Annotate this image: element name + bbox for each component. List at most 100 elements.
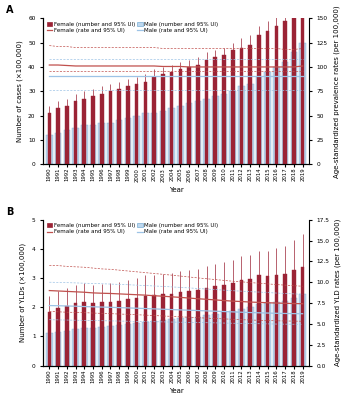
Bar [151, 113, 158, 164]
Bar [291, 52, 297, 164]
Bar [264, 304, 271, 366]
Bar [247, 307, 254, 366]
Bar [292, 11, 296, 164]
Bar [240, 280, 243, 366]
Bar [186, 318, 192, 366]
Bar [161, 294, 165, 366]
Bar [221, 312, 227, 366]
Bar [160, 320, 166, 366]
Bar [48, 113, 51, 164]
Bar [256, 77, 262, 164]
Bar [179, 292, 182, 366]
Bar [301, 1, 304, 164]
Bar [177, 318, 184, 366]
Bar [64, 330, 70, 366]
Bar [282, 62, 288, 164]
Bar [168, 320, 175, 366]
Bar [142, 113, 149, 164]
Bar [274, 275, 278, 366]
Bar [74, 304, 77, 366]
Bar [91, 304, 95, 366]
Text: B: B [6, 207, 14, 217]
Bar [90, 125, 96, 164]
Bar [222, 55, 226, 164]
X-axis label: Year: Year [169, 388, 183, 394]
Bar [196, 64, 200, 164]
Bar [291, 298, 297, 366]
Bar [187, 67, 191, 164]
Bar [273, 67, 280, 164]
Bar [205, 288, 208, 366]
Bar [107, 326, 114, 366]
Y-axis label: Number of cases (×100,000): Number of cases (×100,000) [16, 40, 23, 142]
Bar [179, 69, 182, 164]
Bar [125, 324, 131, 366]
Bar [264, 72, 271, 164]
Bar [116, 325, 122, 366]
Bar [266, 276, 270, 366]
Bar [117, 89, 121, 164]
Bar [205, 60, 208, 164]
Bar [126, 299, 130, 366]
Bar [125, 118, 131, 164]
Bar [168, 108, 175, 164]
Bar [256, 304, 262, 366]
Bar [229, 91, 236, 164]
Bar [203, 315, 210, 366]
Bar [282, 301, 288, 366]
Bar [299, 294, 306, 366]
Bar [273, 302, 280, 366]
Bar [133, 323, 140, 366]
Bar [65, 306, 69, 366]
Bar [100, 302, 103, 366]
Bar [72, 128, 79, 164]
Bar [248, 45, 252, 164]
Legend: Female (number and 95% UI), Female (rate and 95% UI), Male (number and 95% UI), : Female (number and 95% UI), Female (rate… [46, 222, 219, 235]
Bar [212, 314, 219, 366]
Bar [257, 35, 261, 164]
Bar [91, 96, 95, 164]
Bar [238, 309, 245, 366]
Bar [72, 329, 79, 366]
Bar [240, 48, 243, 164]
Bar [170, 294, 174, 366]
Bar [248, 279, 252, 366]
Bar [213, 286, 217, 366]
Bar [99, 123, 105, 164]
Bar [170, 72, 174, 164]
Bar [90, 328, 96, 366]
Legend: Female (number and 95% UI), Female (rate and 95% UI), Male (number and 95% UI), : Female (number and 95% UI), Female (rate… [46, 21, 219, 34]
Bar [301, 267, 304, 366]
Bar [144, 296, 147, 366]
Bar [142, 322, 149, 366]
Bar [99, 327, 105, 366]
Bar [107, 123, 114, 164]
Bar [203, 98, 210, 164]
Bar [196, 290, 200, 366]
Bar [238, 86, 245, 164]
Bar [266, 30, 270, 164]
Bar [135, 298, 138, 366]
Bar [247, 84, 254, 164]
Bar [64, 130, 70, 164]
Y-axis label: Number of YLDs (×100,000): Number of YLDs (×100,000) [20, 243, 26, 342]
Y-axis label: Age-standardized YLD rates (per 100,000): Age-standardized YLD rates (per 100,000) [335, 219, 341, 366]
Bar [292, 270, 296, 366]
Bar [46, 334, 53, 366]
Bar [152, 295, 156, 366]
Bar [152, 77, 156, 164]
Bar [187, 291, 191, 366]
Bar [83, 98, 86, 164]
Bar [135, 84, 138, 164]
Y-axis label: Age-standardized prevalence rates (per 100,000): Age-standardized prevalence rates (per 1… [333, 5, 340, 178]
Bar [299, 43, 306, 164]
X-axis label: Year: Year [169, 187, 183, 193]
Bar [74, 101, 77, 164]
Bar [195, 101, 201, 164]
Bar [65, 106, 69, 164]
Bar [46, 135, 53, 164]
Bar [161, 74, 165, 164]
Bar [229, 311, 236, 366]
Bar [126, 86, 130, 164]
Bar [56, 108, 60, 164]
